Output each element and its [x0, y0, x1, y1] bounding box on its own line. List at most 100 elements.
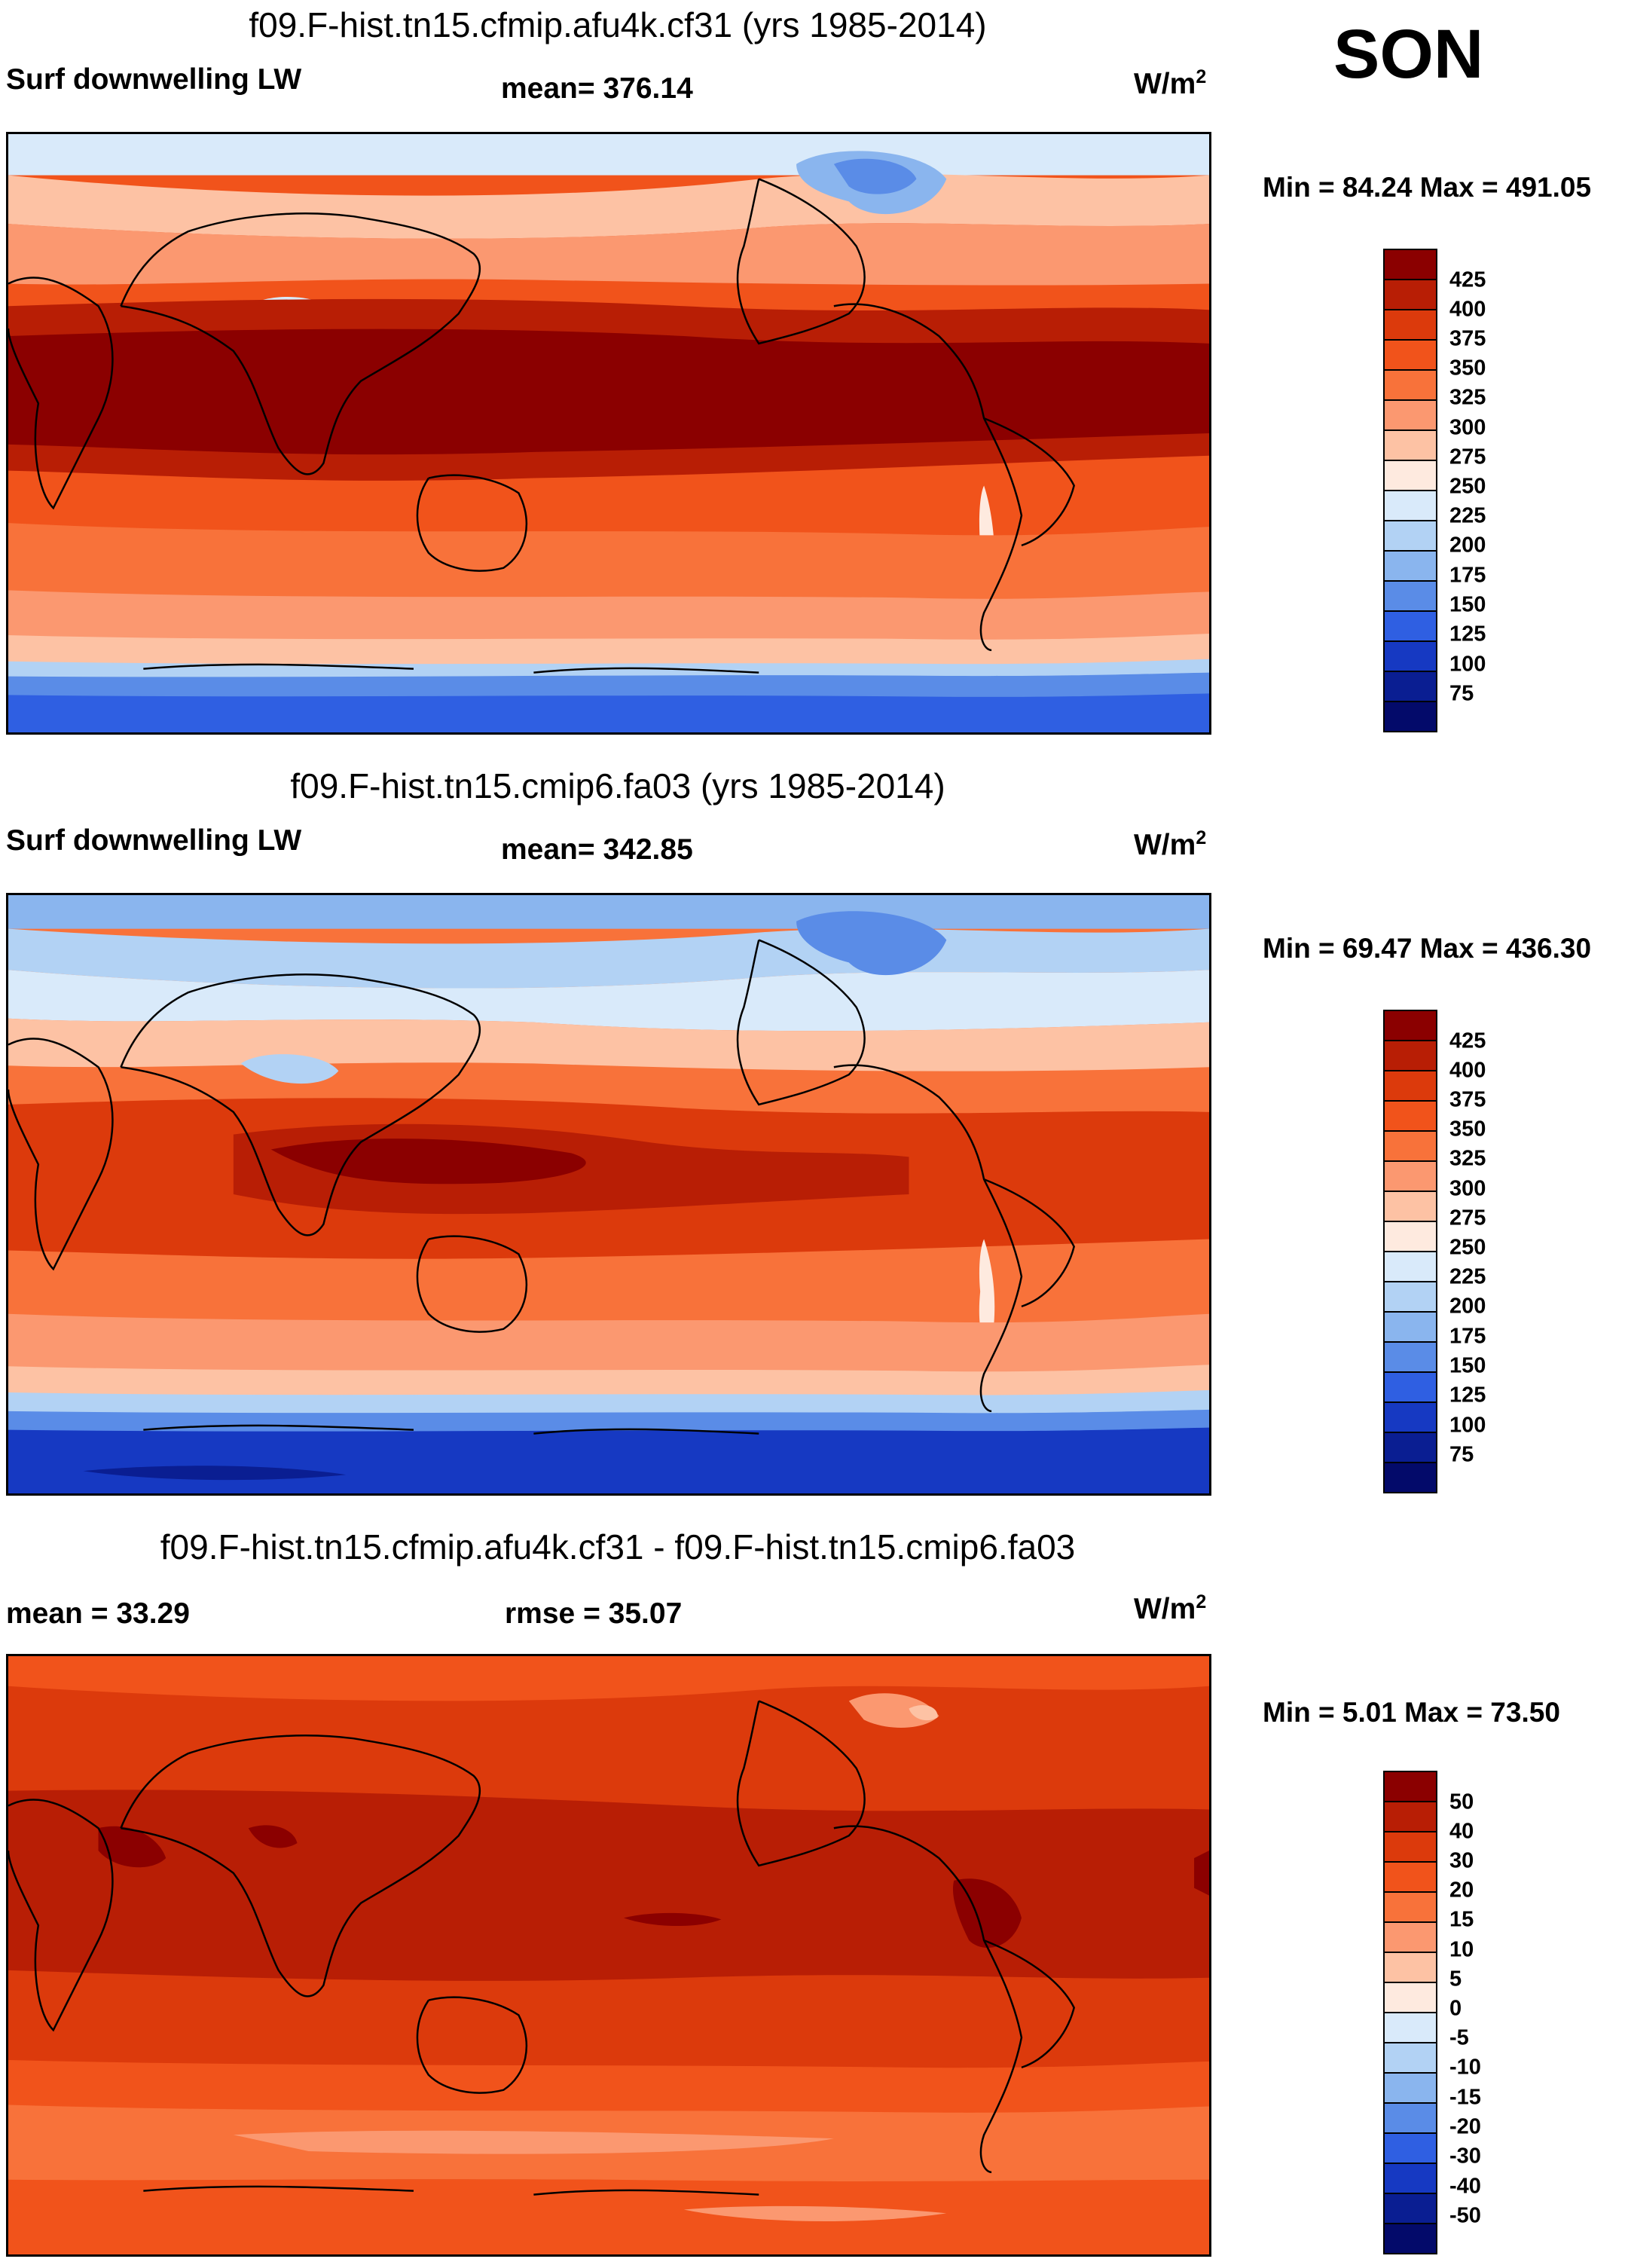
panel1-colorbar-swatch	[1383, 640, 1437, 672]
panel3-colorbar-swatch	[1383, 1771, 1437, 1802]
panel1-colorbar-swatch	[1383, 701, 1437, 732]
panel2-colorbar-tick: 225	[1449, 1264, 1486, 1289]
panel1-colorbar-tick: 375	[1449, 326, 1486, 351]
panel1-colorbar-tick: 250	[1449, 474, 1486, 499]
panel1-colorbar-swatch	[1383, 429, 1437, 461]
panel2-colorbar-tick: 300	[1449, 1176, 1486, 1201]
panel3-colorbar-tick: -50	[1449, 2203, 1481, 2228]
panel3-minmax: Min = 5.01 Max = 73.50	[1263, 1697, 1560, 1728]
panel2-variable-label: Surf downwelling LW	[6, 824, 302, 857]
panel2-minmax: Min = 69.47 Max = 436.30	[1263, 933, 1592, 964]
panel2-colorbar-tick: 275	[1449, 1206, 1486, 1230]
panel3-mean-label: mean = 33.29	[6, 1597, 190, 1630]
panel1-colorbar-tick: 125	[1449, 622, 1486, 646]
panel3-colorbar-tick: -30	[1449, 2144, 1481, 2169]
panel3-colorbar-tick: 40	[1449, 1819, 1474, 1844]
panel2-colorbar-swatch	[1383, 1462, 1437, 1493]
panel1-colorbar-tick: 75	[1449, 681, 1474, 706]
panel1-colorbar-swatch	[1383, 460, 1437, 491]
panel3-rmse-label: rmse = 35.07	[505, 1597, 683, 1630]
panel3-colorbar-swatch	[1383, 2012, 1437, 2043]
panel3-colorbar-tick: 20	[1449, 1878, 1474, 1903]
panel3-colorbar-swatch	[1383, 1801, 1437, 1832]
panel1-colorbar-tick: 150	[1449, 592, 1486, 617]
panel3-colorbar-tick: 5	[1449, 1967, 1462, 1991]
panel3-colorbar-tick: 10	[1449, 1937, 1474, 1962]
panel1-colorbar-swatch	[1383, 279, 1437, 310]
panel2-colorbar-swatch	[1383, 1191, 1437, 1222]
panel3-colorbar-swatch	[1383, 2132, 1437, 2164]
panel3-colorbar-tick: 0	[1449, 1996, 1462, 2021]
panel2-colorbar-swatch	[1383, 1311, 1437, 1343]
panel3-colorbar-swatch	[1383, 1921, 1437, 1953]
panel1-colorbar-tick: 325	[1449, 385, 1486, 410]
panel2-colorbar-swatch	[1383, 1401, 1437, 1433]
panel2-colorbar-tick: 250	[1449, 1235, 1486, 1260]
panel3-colorbar-swatch	[1383, 2223, 1437, 2254]
panel3-colorbar-swatch	[1383, 1831, 1437, 1863]
panel2-colorbar-swatch	[1383, 1070, 1437, 1102]
panel2-colorbar-tick: 175	[1449, 1324, 1486, 1349]
panel1-colorbar-swatch	[1383, 490, 1437, 521]
panel2-colorbar-tick: 100	[1449, 1413, 1486, 1438]
panel3-colorbar-swatch	[1383, 2102, 1437, 2134]
panel3-units: W/m2	[1134, 1591, 1207, 1626]
panel2-colorbar-swatch	[1383, 1130, 1437, 1162]
panel2-colorbar-swatch	[1383, 1010, 1437, 1041]
panel1-colorbar-tick: 300	[1449, 415, 1486, 440]
panel2-units: W/m2	[1134, 827, 1207, 862]
panel1-colorbar-swatch	[1383, 249, 1437, 280]
panel3-colorbar-swatch	[1383, 2042, 1437, 2074]
panel1-colorbar-swatch	[1383, 610, 1437, 642]
panel1-variable-label: Surf downwelling LW	[6, 63, 302, 96]
panel3-colorbar-tick: -5	[1449, 2025, 1469, 2050]
panel3-colorbar-tick: -40	[1449, 2174, 1481, 2199]
panel2-colorbar-tick: 125	[1449, 1383, 1486, 1408]
panel1-units: W/m2	[1134, 66, 1207, 101]
panel2-colorbar-swatch	[1383, 1432, 1437, 1463]
panel3-title: f09.F-hist.tn15.cfmip.afu4k.cf31 - f09.F…	[160, 1527, 1076, 1567]
panel1-colorbar-tick: 350	[1449, 356, 1486, 381]
panel2-colorbar-swatch	[1383, 1341, 1437, 1373]
panel2-mean-label: mean= 342.85	[501, 833, 693, 866]
panel2-colorbar-tick: 425	[1449, 1029, 1486, 1053]
panel2-colorbar-swatch	[1383, 1160, 1437, 1192]
panel2-colorbar-tick: 350	[1449, 1117, 1486, 1142]
panel2-colorbar-swatch	[1383, 1040, 1437, 1071]
panel2-map	[6, 893, 1211, 1496]
panel2-colorbar-tick: 75	[1449, 1442, 1474, 1467]
panel3-colorbar-tick: -10	[1449, 2055, 1481, 2080]
panel1-colorbar-tick: 175	[1449, 563, 1486, 588]
panel1-colorbar-swatch	[1383, 339, 1437, 371]
panel2-colorbar-swatch	[1383, 1371, 1437, 1403]
panel1-colorbar-swatch	[1383, 520, 1437, 552]
panel1-colorbar-swatch	[1383, 671, 1437, 702]
panel3-colorbar-tick: 15	[1449, 1907, 1474, 1932]
season-label: SON	[1333, 16, 1484, 93]
panel2-colorbar-tick: 400	[1449, 1058, 1486, 1083]
panel1-title: f09.F-hist.tn15.cfmip.afu4k.cf31 (yrs 19…	[249, 5, 987, 44]
panel1-colorbar-tick: 425	[1449, 267, 1486, 292]
panel3-colorbar-swatch	[1383, 2072, 1437, 2104]
panel1-colorbar-swatch	[1383, 399, 1437, 431]
panel3-colorbar-swatch	[1383, 1891, 1437, 1923]
panel1-colorbar-swatch	[1383, 369, 1437, 401]
panel3-colorbar-swatch	[1383, 2163, 1437, 2194]
panel1-colorbar-tick: 225	[1449, 503, 1486, 528]
panel3-colorbar-swatch	[1383, 1982, 1437, 2013]
panel2-colorbar-swatch	[1383, 1281, 1437, 1313]
panel2-colorbar-tick: 150	[1449, 1353, 1486, 1378]
panel3-colorbar-tick: -15	[1449, 2085, 1481, 2110]
panel2-colorbar-tick: 325	[1449, 1146, 1486, 1171]
panel3-colorbar-swatch	[1383, 2193, 1437, 2224]
panel1-mean-label: mean= 376.14	[501, 72, 693, 105]
panel3-colorbar-tick: 30	[1449, 1848, 1474, 1873]
panel1-colorbar-swatch	[1383, 309, 1437, 341]
panel3-map	[6, 1654, 1211, 2257]
panel3-colorbar-tick: 50	[1449, 1790, 1474, 1814]
panel2-colorbar-swatch	[1383, 1251, 1437, 1282]
panel1-colorbar-swatch	[1383, 580, 1437, 612]
panel1-minmax: Min = 84.24 Max = 491.05	[1263, 172, 1592, 203]
panel2-colorbar-swatch	[1383, 1221, 1437, 1252]
panel1-colorbar-tick: 200	[1449, 533, 1486, 558]
